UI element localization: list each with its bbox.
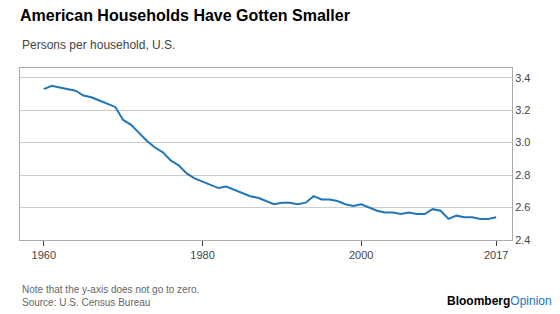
svg-text:1980: 1980: [190, 249, 214, 261]
svg-text:3.2: 3.2: [515, 104, 530, 116]
svg-text:2.4: 2.4: [515, 234, 530, 246]
svg-text:3.4: 3.4: [515, 72, 530, 84]
svg-text:2.6: 2.6: [515, 201, 530, 213]
svg-text:1960: 1960: [32, 249, 56, 261]
svg-text:2000: 2000: [349, 249, 373, 261]
svg-text:American Households Have Gotte: American Households Have Gotten Smaller: [20, 7, 350, 24]
svg-text:Persons per household, U.S.: Persons per household, U.S.: [22, 38, 175, 52]
svg-text:BloombergOpinion: BloombergOpinion: [447, 294, 552, 308]
svg-text:Note that the y-axis does not: Note that the y-axis does not go to zero…: [22, 284, 199, 308]
svg-text:3.0: 3.0: [515, 136, 530, 148]
svg-text:2017: 2017: [484, 249, 508, 261]
svg-text:2.8: 2.8: [515, 169, 530, 181]
